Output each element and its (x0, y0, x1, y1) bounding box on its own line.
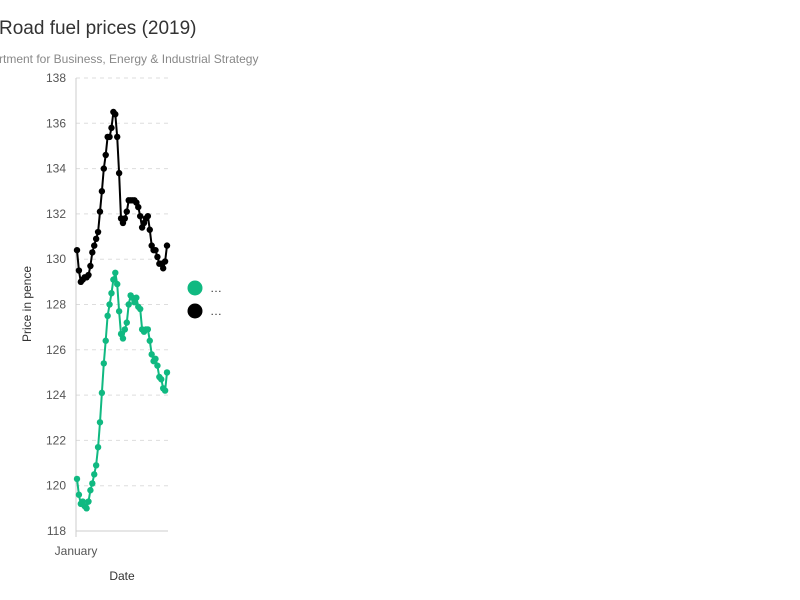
series-layer (73, 108, 171, 512)
data-point (104, 312, 111, 320)
data-point (100, 165, 108, 172)
data-point (146, 337, 153, 344)
data-point (161, 387, 169, 394)
data-point (115, 169, 123, 177)
chart-title: Road fuel prices (2019) (0, 18, 197, 39)
data-point (89, 480, 96, 487)
data-point (75, 491, 83, 498)
y-tick-label: 120 (46, 479, 66, 493)
data-point (152, 355, 159, 363)
data-point (102, 337, 109, 344)
data-point (73, 246, 81, 254)
grid-layer (76, 77, 168, 487)
data-point (133, 294, 140, 301)
legend-item-0[interactable]: … (187, 280, 223, 296)
data-point (96, 208, 104, 215)
data-point (75, 267, 83, 274)
y-tick-label: 134 (46, 162, 66, 176)
legend-marker (187, 303, 203, 319)
data-point (89, 249, 96, 256)
data-point (158, 376, 165, 383)
data-point (154, 253, 161, 261)
x-axis-title: Date (109, 569, 135, 583)
data-point (146, 226, 153, 233)
data-point (152, 246, 159, 254)
data-point (121, 215, 129, 222)
data-point (92, 235, 100, 243)
y-tick-label: 132 (46, 207, 66, 221)
data-point (135, 203, 142, 211)
data-point (123, 208, 130, 215)
y-axis-title: Price in pence (20, 266, 34, 342)
y-tick-label: 136 (46, 116, 66, 130)
data-point (119, 335, 127, 342)
y-tick-label: 122 (46, 433, 66, 447)
y-tick-label: 138 (46, 71, 66, 85)
data-point (148, 351, 155, 358)
chart-subtitle: rtment for Business, Energy & Industrial… (0, 52, 259, 66)
data-point (94, 443, 102, 451)
data-point (83, 505, 90, 512)
data-point (98, 389, 106, 397)
data-point (94, 228, 102, 236)
data-point (163, 369, 171, 376)
y-tick-label: 128 (46, 298, 66, 312)
y-tick-label: 118 (47, 524, 66, 538)
data-point (85, 271, 92, 279)
data-point (154, 362, 161, 369)
data-point (114, 280, 121, 288)
x-tick-label: January (55, 544, 98, 558)
data-point (106, 133, 113, 141)
data-point (144, 326, 152, 333)
data-point (91, 471, 98, 478)
axis-layer: 118 120 122 124 126 128 130 132 134 136 138 January (46, 71, 168, 558)
data-point (73, 475, 81, 483)
legend-item-1[interactable]: … (187, 303, 223, 319)
data-point (144, 212, 152, 220)
data-point (114, 133, 121, 141)
data-point (102, 151, 109, 159)
y-tick-label: 126 (46, 343, 66, 357)
data-point (87, 262, 94, 270)
data-point (121, 326, 129, 333)
data-point (115, 308, 123, 315)
data-point (112, 269, 119, 276)
data-point (108, 289, 115, 297)
legend-label: … (210, 281, 222, 295)
data-point (92, 462, 100, 469)
y-tick-label: 124 (46, 388, 66, 402)
data-point (96, 419, 104, 426)
data-point (110, 276, 117, 283)
data-point (85, 498, 92, 505)
data-point (108, 124, 115, 132)
data-point (112, 111, 119, 118)
data-point (100, 360, 108, 367)
data-point (91, 242, 98, 249)
data-point (106, 301, 113, 308)
data-point (87, 487, 94, 494)
series-line-1 (76, 111, 168, 283)
data-point (136, 305, 144, 313)
data-point (136, 212, 144, 220)
y-tick-label: 130 (46, 252, 66, 266)
data-point (125, 301, 132, 308)
data-point (161, 258, 169, 265)
data-point (163, 242, 171, 249)
legend[interactable]: …… (187, 280, 223, 319)
legend-marker (187, 280, 203, 296)
data-point (98, 188, 106, 195)
data-point (123, 319, 130, 326)
data-point (159, 265, 167, 272)
series-line-0 (76, 271, 168, 510)
legend-label: … (210, 304, 222, 318)
